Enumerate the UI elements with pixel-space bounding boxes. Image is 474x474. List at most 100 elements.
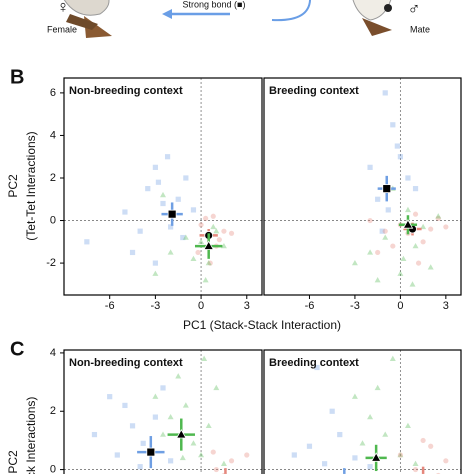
- point: [359, 440, 366, 446]
- point: [443, 458, 449, 464]
- point: [382, 228, 388, 234]
- point: [152, 414, 158, 420]
- point: [114, 452, 120, 458]
- point: [91, 431, 98, 438]
- point: [400, 255, 407, 262]
- point: [420, 239, 426, 245]
- point: [182, 234, 189, 240]
- point: [409, 281, 416, 287]
- bond-label: Strong bond (■): [183, 0, 246, 9]
- y-tick-label: 6: [50, 87, 56, 99]
- point: [412, 242, 419, 249]
- point: [203, 215, 209, 222]
- point: [122, 209, 128, 215]
- point: [198, 222, 204, 228]
- point: [291, 452, 297, 458]
- point: [160, 385, 166, 391]
- point: [382, 431, 389, 437]
- point: [145, 186, 151, 192]
- point: [374, 276, 381, 283]
- y-tick-label: 2: [50, 172, 56, 184]
- point: [412, 186, 419, 192]
- point: [412, 211, 419, 217]
- point: [375, 196, 381, 202]
- point: [129, 249, 136, 256]
- point: [216, 237, 222, 243]
- point: [405, 175, 411, 181]
- point: [213, 228, 220, 234]
- point: [337, 431, 343, 438]
- point: [427, 264, 434, 270]
- point: [390, 122, 396, 128]
- point: [210, 449, 216, 455]
- x-tick-label: -3: [350, 300, 360, 312]
- x-axis-label: PC1 (Stack-Stack Interaction): [183, 318, 341, 332]
- point: [382, 90, 388, 96]
- point: [412, 460, 419, 466]
- point: [443, 224, 449, 230]
- point: [375, 249, 381, 256]
- mean-marker: [370, 452, 382, 462]
- point: [160, 191, 166, 198]
- point: [84, 239, 90, 245]
- point: [129, 423, 136, 429]
- point: [190, 255, 197, 262]
- facet-title: Non-breeding context: [69, 85, 183, 97]
- point: [220, 242, 227, 249]
- facet-frame: [63, 349, 263, 474]
- facet-title: Non-breeding context: [69, 357, 183, 369]
- point: [160, 431, 166, 437]
- point: [168, 224, 174, 230]
- point: [435, 213, 442, 219]
- panel-label: C: [10, 338, 24, 360]
- point: [190, 440, 197, 446]
- point: [205, 259, 212, 266]
- point: [155, 179, 162, 185]
- mean-marker: [146, 447, 156, 457]
- y-tick-label: 4: [50, 347, 56, 359]
- y-tick-label: -2: [46, 257, 56, 269]
- point: [122, 402, 128, 409]
- point: [210, 223, 217, 230]
- illustration: [63, 0, 392, 38]
- y-tick-label: 2: [50, 405, 56, 417]
- point: [389, 355, 396, 361]
- point: [137, 228, 143, 234]
- mean-marker: [402, 219, 414, 229]
- point: [367, 249, 374, 255]
- point: [374, 384, 381, 391]
- point: [175, 373, 182, 379]
- point: [228, 230, 235, 236]
- point: [379, 228, 385, 234]
- point: [314, 364, 320, 371]
- facet: [264, 350, 461, 474]
- mate-label: Mate: [410, 24, 430, 34]
- point: [351, 393, 358, 399]
- facet-title: Breeding context: [269, 357, 359, 369]
- point: [306, 443, 313, 449]
- point: [213, 466, 219, 473]
- point: [367, 413, 374, 420]
- female-label: Female: [47, 24, 77, 34]
- point: [390, 243, 396, 249]
- y-axis-label: PC2: [6, 450, 20, 474]
- point: [167, 413, 174, 420]
- point: [140, 440, 146, 446]
- female-symbol: ♀: [57, 0, 70, 16]
- point: [404, 422, 411, 429]
- point: [164, 154, 171, 160]
- point: [397, 270, 404, 276]
- point: [207, 260, 213, 266]
- point: [152, 260, 158, 266]
- point: [198, 238, 205, 245]
- point: [367, 164, 373, 170]
- facet: [64, 78, 262, 295]
- x-tick-label: 3: [244, 300, 250, 312]
- point: [195, 249, 201, 256]
- point: [397, 451, 404, 458]
- facet-frame: [263, 349, 462, 474]
- point: [385, 207, 391, 213]
- point: [397, 154, 403, 160]
- point: [168, 458, 174, 464]
